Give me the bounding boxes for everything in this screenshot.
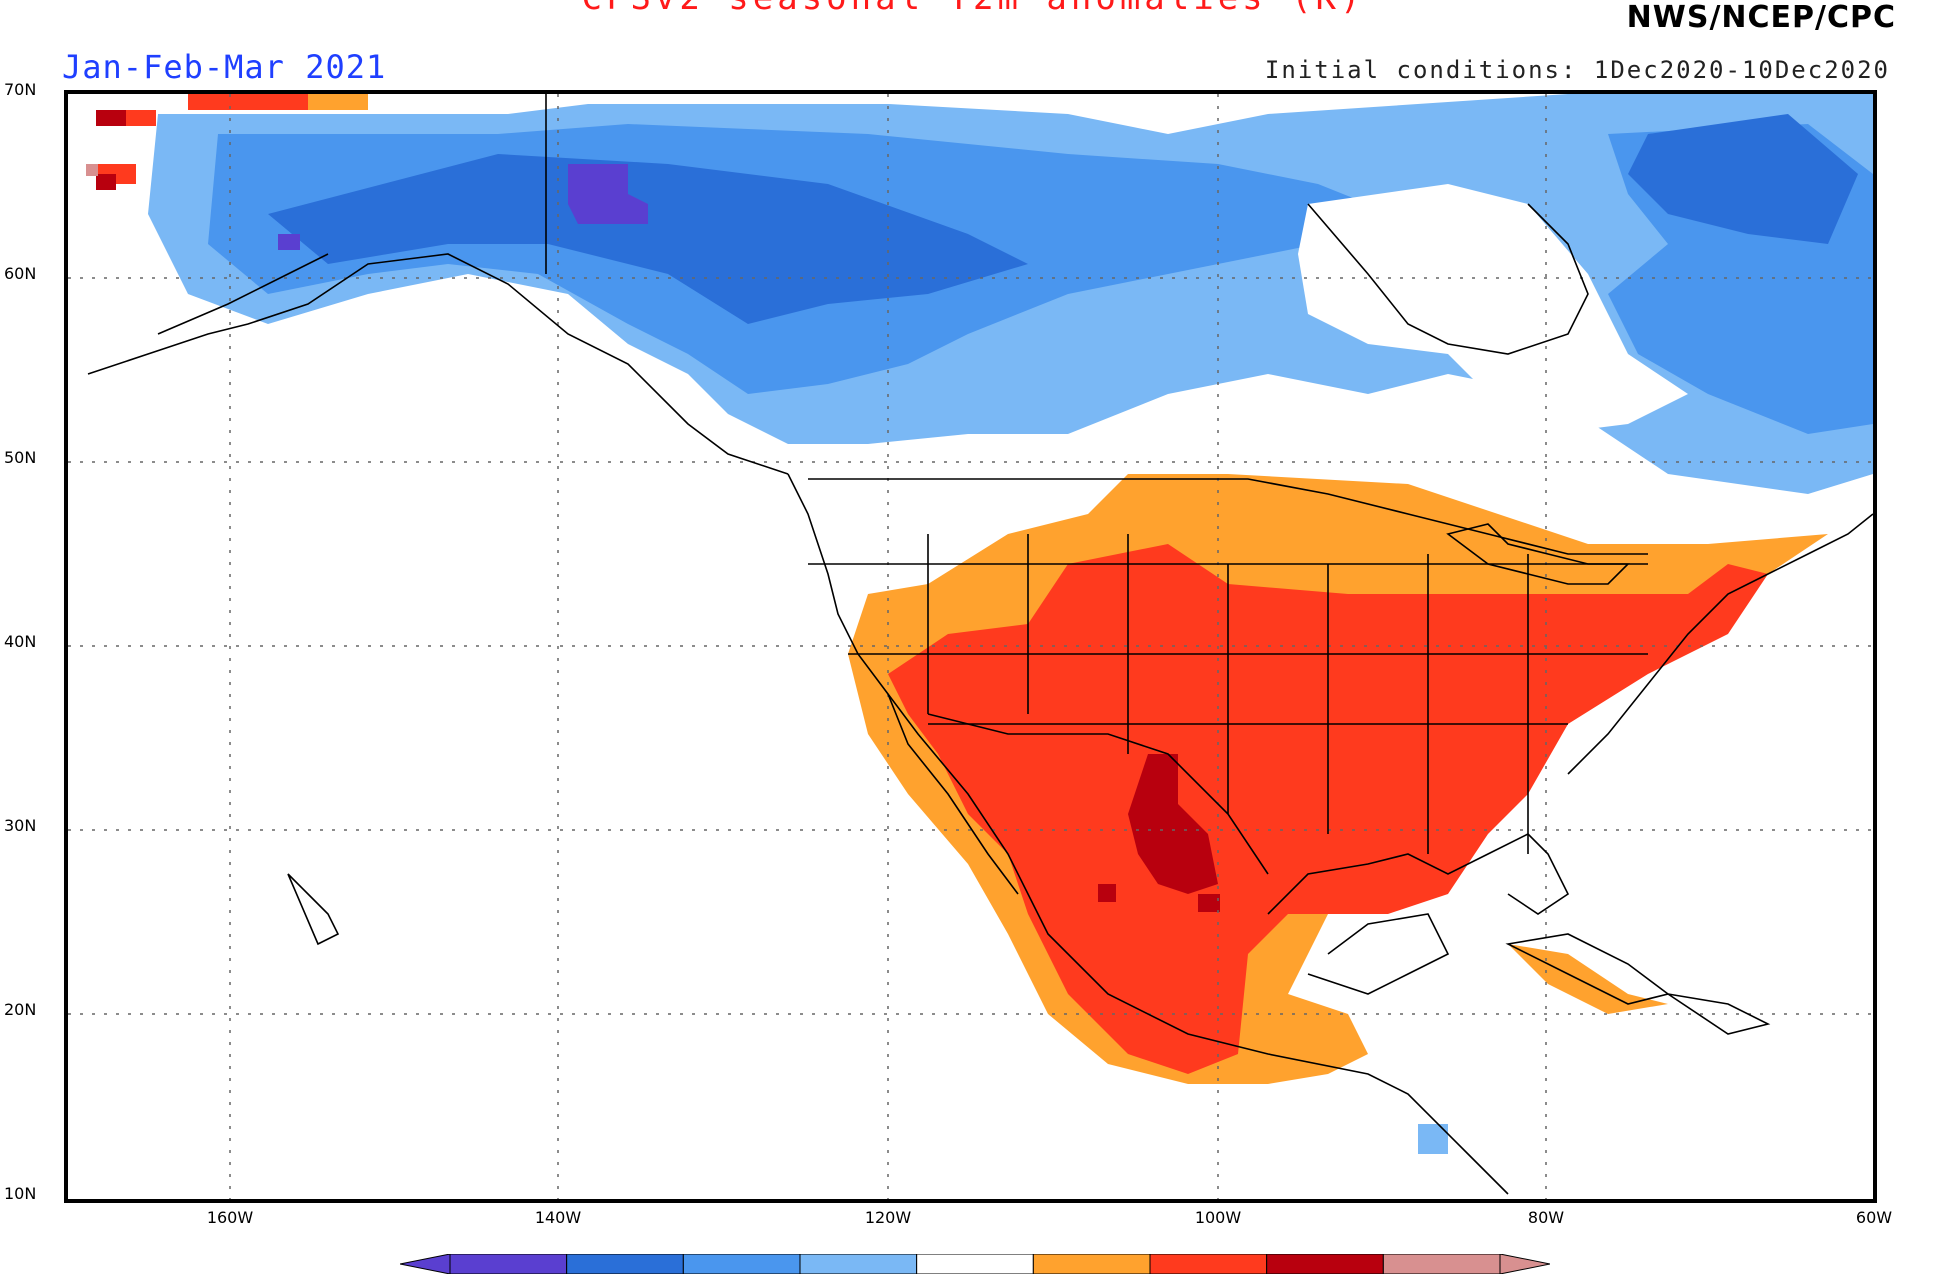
baja <box>887 693 1019 895</box>
colorbar-cell-cold_2 <box>682 1254 801 1274</box>
initial-conditions-label: Initial conditions: 1Dec2020-10Dec2020 <box>1264 56 1890 84</box>
gulf-coast <box>1267 833 1570 915</box>
yucatan <box>1307 913 1450 995</box>
gridlines <box>68 94 1873 1199</box>
us-canada-border <box>808 478 1648 555</box>
lat-label-50n: 50N <box>4 448 37 467</box>
warm-anomaly-region <box>848 474 1828 1084</box>
colorbar-cell-cold_3 <box>566 1254 684 1274</box>
lat-label-20n: 20N <box>4 1000 37 1019</box>
alaska-peninsula <box>157 253 329 335</box>
lat-label-30n: 30N <box>4 816 37 835</box>
cold-band-dark <box>268 154 1028 324</box>
caribbean-warm <box>1508 944 1668 1014</box>
hudson-bay <box>1307 203 1589 355</box>
hawaii <box>287 873 340 946</box>
anomaly-map <box>64 90 1877 1203</box>
colorbar-cell-warm_2 <box>1149 1254 1268 1274</box>
neutral-region-hudson <box>1298 184 1688 434</box>
credit-label: NWS/NCEP/CPC <box>1626 0 1896 35</box>
alaska-coast <box>87 253 789 475</box>
lon-label-160w: 160W <box>206 1208 254 1227</box>
map-canvas <box>68 94 1873 1199</box>
cold-band-strong <box>568 164 648 224</box>
colorbar-arrow-right <box>1499 1254 1550 1274</box>
lat-label-70n: 70N <box>4 80 37 99</box>
map-title: CFSv2 seasonal T2m anomalies (K) <box>0 0 1946 18</box>
colorbar-cell-cold_1 <box>799 1254 918 1274</box>
colorbar-cell-warm_4 <box>1382 1254 1501 1274</box>
lon-label-100w: 100W <box>1194 1208 1242 1227</box>
lon-label-60w: 60W <box>1855 1208 1893 1227</box>
state-lines <box>808 534 1648 854</box>
season-label: Jan-Feb-Mar 2021 <box>62 48 387 86</box>
lat-label-10n: 10N <box>4 1184 37 1203</box>
cold-band-strong-spot <box>278 234 300 250</box>
mexico-border <box>927 713 1269 875</box>
west-coast <box>787 473 1509 1195</box>
color-legend <box>400 1254 1550 1274</box>
lon-label-120w: 120W <box>864 1208 912 1227</box>
colorbar-cell-warm_1 <box>1032 1254 1151 1274</box>
coastlines <box>87 94 1873 1195</box>
warm-strong <box>1128 754 1218 894</box>
arctic-warm-spots <box>86 94 368 190</box>
colorbar-cell-cold_4 <box>449 1254 568 1274</box>
colorbar-arrow-left <box>400 1254 451 1274</box>
colorbar-cell-neutral <box>916 1254 1034 1274</box>
colorbar-cell-warm_3 <box>1266 1254 1384 1274</box>
cold-anomaly-region <box>148 94 1873 494</box>
lon-label-80w: 80W <box>1527 1208 1565 1227</box>
cold-band-dark-east <box>1628 114 1858 244</box>
hispaniola <box>1667 993 1771 1035</box>
lon-label-140w: 140W <box>534 1208 582 1227</box>
east-coast <box>1567 513 1873 775</box>
lat-label-40n: 40N <box>4 632 37 651</box>
lat-label-60n: 60N <box>4 264 37 283</box>
